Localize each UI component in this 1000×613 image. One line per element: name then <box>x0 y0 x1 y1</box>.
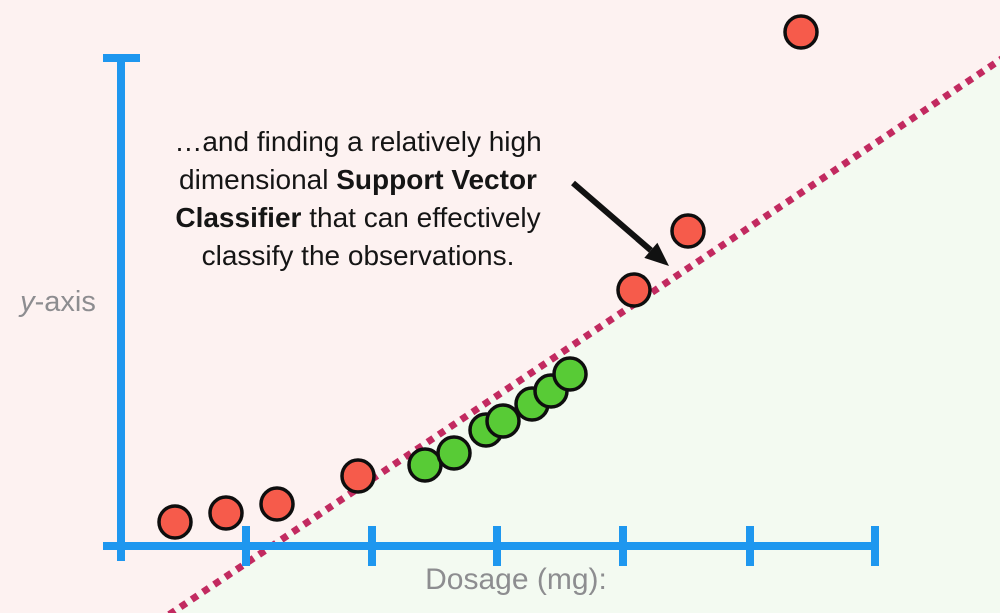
data-point-red <box>259 486 295 522</box>
annotation-line-2-regular: dimensional <box>179 164 337 195</box>
data-point-green <box>407 447 443 483</box>
data-point-green <box>436 435 472 471</box>
annotation-line-2-bold: Support Vector <box>336 164 537 195</box>
annotation-line-1: …and finding a relatively high <box>174 126 542 157</box>
annotation-line-3-regular: that can effectively <box>301 202 541 233</box>
data-point-red <box>783 14 819 50</box>
data-point-green <box>552 356 588 392</box>
y-axis-label: y-axis <box>6 286 110 319</box>
annotation-line-3: Classifier that can effectively <box>128 199 588 237</box>
data-point-red <box>340 458 376 494</box>
data-point-red <box>616 272 652 308</box>
annotation-arrow-head <box>644 242 669 266</box>
annotation-text: …and finding a relatively high dimension… <box>128 123 588 275</box>
annotation-line-4: classify the observations. <box>201 240 515 271</box>
y-axis-label-rest: -axis <box>34 286 96 318</box>
data-point-red <box>670 213 706 249</box>
annotation-line-3-bold: Classifier <box>175 202 302 233</box>
x-axis-label: Dosage (mg): <box>425 563 607 596</box>
annotation-line-2: dimensional Support Vector <box>128 161 588 199</box>
data-point-red <box>157 504 193 540</box>
data-point-green <box>485 403 521 439</box>
data-point-red <box>208 495 244 531</box>
annotation-arrow-shaft <box>571 180 653 253</box>
y-axis-label-italic: y <box>20 286 35 318</box>
